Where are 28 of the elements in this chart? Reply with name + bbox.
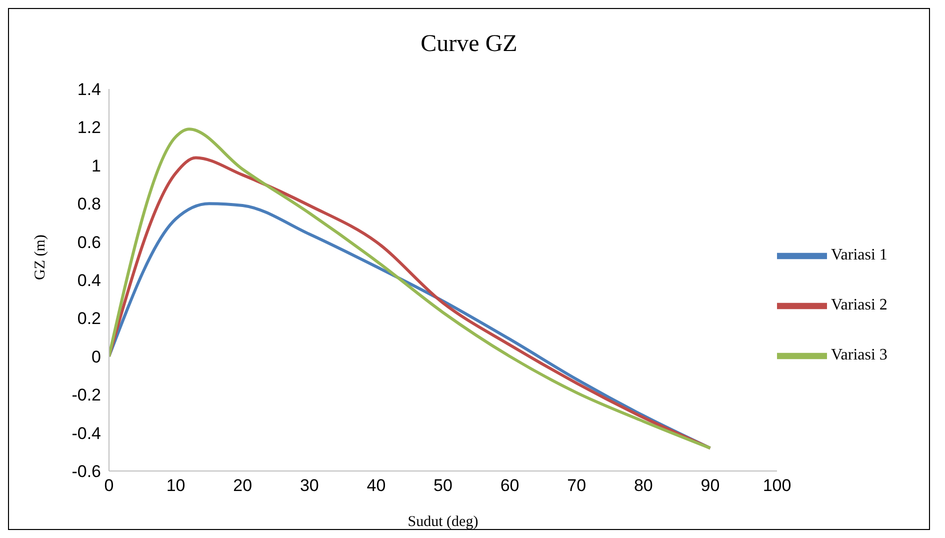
x-tick-label: 10	[166, 476, 186, 496]
legend-label: Variasi 3	[831, 346, 888, 364]
y-tick-label: 0.6	[77, 232, 101, 252]
x-tick-label: 90	[700, 476, 720, 496]
y-tick-label: 0.2	[77, 309, 101, 328]
chart-title: Curve GZ	[420, 30, 518, 59]
y-tick-label: 1	[92, 156, 101, 176]
x-tick-label: 80	[634, 476, 653, 496]
legend-label: Variasi 2	[831, 296, 888, 314]
x-tick-label: 100	[762, 476, 792, 496]
y-tick-label: 1.4	[77, 80, 101, 100]
y-tick-label: 0	[92, 347, 101, 366]
y-tick-label: -0.6	[72, 462, 101, 482]
x-tick-label: 70	[567, 476, 586, 496]
x-tick-label: 60	[500, 476, 520, 496]
x-tick-label: 0	[104, 476, 114, 496]
x-tick-label: 40	[366, 476, 386, 496]
x-tick-label: 30	[300, 476, 319, 496]
y-tick-label: -0.4	[72, 424, 101, 443]
y-axis-title: GZ (m)	[32, 234, 48, 280]
legend-label: Variasi 1	[831, 246, 888, 264]
x-tick-label: 50	[434, 476, 452, 496]
x-axis-title: Sudut (deg)	[408, 514, 478, 530]
x-tick-label: 20	[233, 476, 252, 496]
y-tick-label: 1.2	[77, 118, 101, 138]
y-tick-label: 0.4	[77, 271, 101, 290]
y-tick-label: -0.2	[72, 386, 101, 405]
y-tick-label: 0.8	[77, 194, 101, 214]
